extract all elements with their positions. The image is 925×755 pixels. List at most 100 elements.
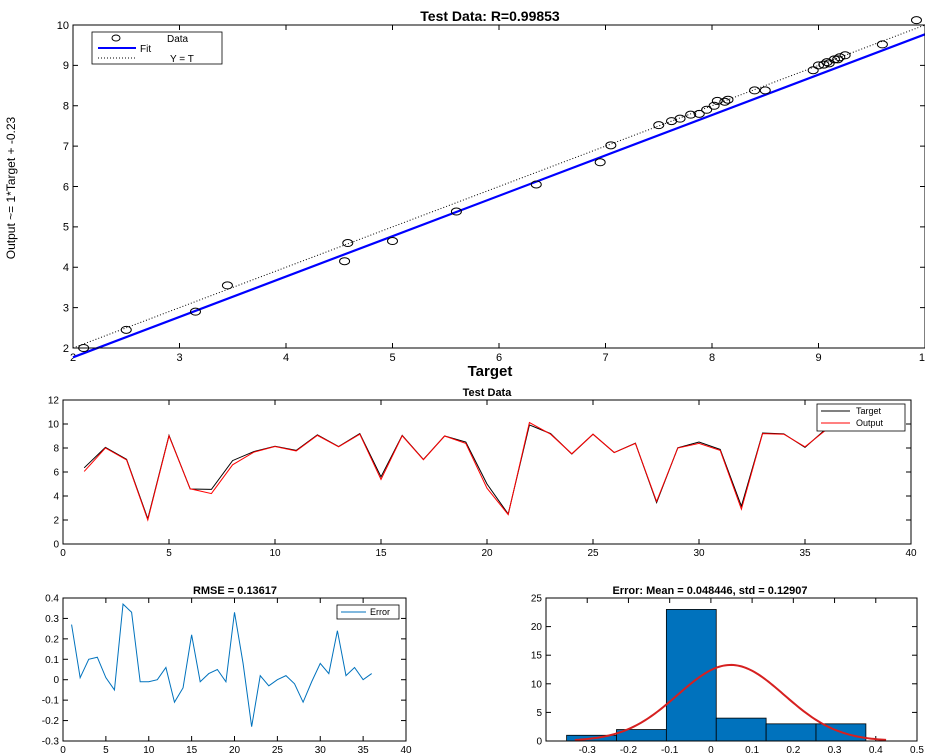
series-line-output <box>83 421 827 522</box>
histogram-bar <box>665 609 717 742</box>
histogram-axes-box <box>545 597 918 742</box>
data-point <box>653 121 665 130</box>
data-point <box>813 61 824 70</box>
data-point <box>594 158 606 167</box>
normal-fit-curve <box>574 663 887 741</box>
data-point <box>189 307 201 316</box>
fit-line <box>72 33 925 359</box>
timeseries-y-tick-label: 2 <box>53 516 59 527</box>
data-point <box>834 53 846 62</box>
timeseries-x-tick-label: 40 <box>905 548 917 559</box>
error-y-tick-label: 0 <box>53 675 59 686</box>
data-point <box>876 40 888 49</box>
data-point <box>708 101 720 110</box>
error-title: RMSE = 0.13617 <box>193 585 277 597</box>
histogram-x-tick-label: 0.2 <box>786 745 800 755</box>
histogram-x-tick-label: -0.1 <box>661 745 679 755</box>
histogram-y-tick-label: 10 <box>531 679 543 690</box>
timeseries-panel: Test Data 0 5 10 15 20 25 30 35 40 0 2 4 6 8 10 12 Targ… <box>48 387 917 559</box>
histogram-y-tick-label: 5 <box>536 708 542 719</box>
timeseries-x-tick-label: 10 <box>269 548 281 559</box>
error-y-tick-label: 0.4 <box>45 594 59 605</box>
regression-title: Test Data: R=0.99853 <box>420 8 560 24</box>
timeseries-title: Test Data <box>463 387 513 399</box>
data-point <box>221 281 233 290</box>
histogram-x-tick-label: 0.5 <box>910 745 924 755</box>
legend-fit-label: Fit <box>140 44 151 55</box>
regression-x-tick-label: 9 <box>815 352 821 364</box>
regression-x-tick-label: 4 <box>283 352 289 364</box>
error-x-tick-label: 30 <box>315 745 327 755</box>
regression-y-tick-label: 8 <box>63 101 69 113</box>
histogram-x-tick-label: 0.1 <box>745 745 759 755</box>
data-point <box>685 110 697 119</box>
timeseries-x-tick-label: 35 <box>799 548 811 559</box>
timeseries-x-tick-label: 30 <box>693 548 705 559</box>
regression-x-tick-label: 7 <box>602 352 608 364</box>
error-y-tick-label: 0.1 <box>45 655 59 666</box>
legend-data-marker <box>111 34 121 42</box>
data-point <box>674 114 686 123</box>
data-point <box>839 51 851 60</box>
error-panel: RMSE = 0.13617 0 5 10 15 20 25 30 35 40 -0.3 -0.2 -… <box>42 585 412 755</box>
data-point <box>693 109 705 118</box>
regression-x-tick-label: 2 <box>70 352 76 364</box>
timeseries-x-tick-label: 5 <box>166 548 172 559</box>
legend-data-label: Data <box>167 34 189 45</box>
histogram-x-tick-label: -0.3 <box>579 745 597 755</box>
error-axes-box <box>62 597 407 742</box>
error-y-tick-label: -0.2 <box>42 716 60 727</box>
data-point <box>759 86 771 95</box>
data-point <box>807 66 819 75</box>
timeseries-y-tick-label: 12 <box>48 396 60 407</box>
histogram-bar <box>765 723 817 742</box>
timeseries-x-tick-label: 0 <box>60 548 66 559</box>
histogram-y-tick-label: 15 <box>531 651 543 662</box>
histogram-y-tick-label: 20 <box>531 622 543 633</box>
histogram-x-tick-label: 0 <box>708 745 714 755</box>
regression-y-tick-label: 6 <box>63 181 69 193</box>
error-y-tick-label: 0.3 <box>45 614 59 625</box>
histogram-y-tick-label: 25 <box>531 594 543 605</box>
identity-line <box>72 24 925 349</box>
error-y-tick-label: -0.3 <box>42 737 60 748</box>
histogram-title: Error: Mean = 0.048446, std = 0.12907 <box>612 585 807 597</box>
regression-y-tick-label: 9 <box>63 60 69 72</box>
regression-y-tick-label: 2 <box>63 343 69 355</box>
regression-x-tick-label: 5 <box>389 352 395 364</box>
timeseries-x-tick-label: 15 <box>375 548 387 559</box>
regression-y-label: Output ~= 1*Target + -0.23 <box>4 116 18 259</box>
histogram-panel: Error: Mean = 0.048446, std = 0.12907 -0… <box>531 585 925 755</box>
error-y-tick-label: -0.1 <box>42 696 60 707</box>
histogram-x-tick-label: 0.4 <box>869 745 883 755</box>
regression-x-tick-label: 8 <box>709 352 715 364</box>
data-point <box>749 86 761 95</box>
histogram-x-tick-label: -0.2 <box>620 745 638 755</box>
timeseries-y-tick-label: 0 <box>53 540 59 551</box>
data-point <box>828 55 840 64</box>
error-x-tick-label: 10 <box>143 745 155 755</box>
error-legend: Error <box>336 604 400 620</box>
error-x-tick-label: 35 <box>358 745 370 755</box>
error-x-tick-label: 20 <box>229 745 241 755</box>
histogram-x-tick-label: 0.3 <box>828 745 842 755</box>
regression-x-tick-label: 6 <box>496 352 502 364</box>
error-series-line <box>71 603 372 727</box>
legend-target-label: Target <box>856 406 882 416</box>
data-point <box>722 95 734 104</box>
data-point <box>120 325 132 334</box>
legend-output-label: Output <box>856 418 884 428</box>
regression-y-tick-label: 4 <box>63 262 69 274</box>
timeseries-legend: Target Output <box>816 403 906 432</box>
error-x-tick-label: 40 <box>400 745 412 755</box>
data-point <box>530 180 542 189</box>
error-x-tick-label: 15 <box>186 745 198 755</box>
timeseries-axes-box <box>62 399 912 545</box>
regression-legend: Data Fit Y = T <box>91 31 223 65</box>
data-point <box>818 60 830 69</box>
regression-axes-box <box>72 24 925 349</box>
data-point <box>450 207 462 216</box>
data-point <box>711 96 723 105</box>
regression-y-tick-label: 7 <box>63 141 69 153</box>
regression-y-tick-label: 10 <box>57 20 69 32</box>
